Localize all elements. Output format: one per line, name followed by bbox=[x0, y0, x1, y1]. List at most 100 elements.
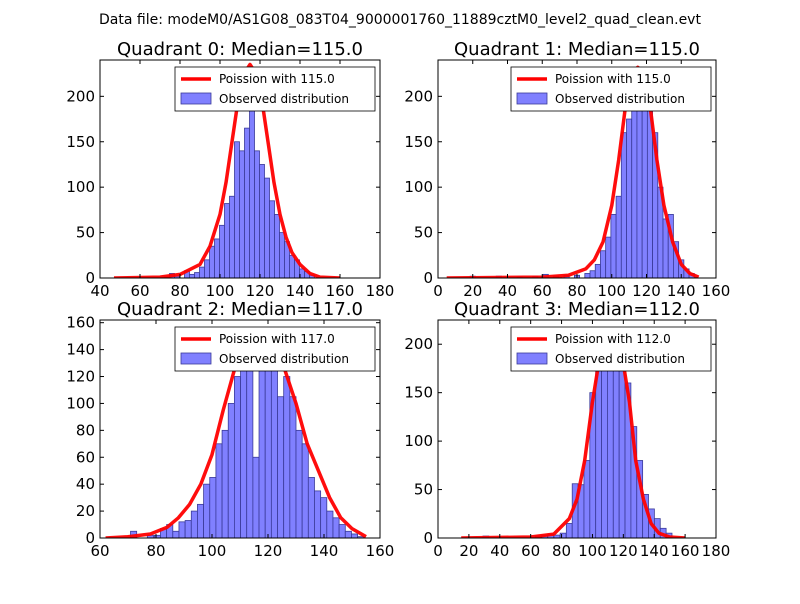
histogram-bar bbox=[199, 266, 205, 278]
y-tick-label: 140 bbox=[66, 341, 95, 359]
y-tick-label: 50 bbox=[76, 224, 95, 242]
x-tick-label: 180 bbox=[702, 542, 731, 560]
histogram-bar bbox=[277, 396, 285, 538]
x-tick-label: 20 bbox=[459, 542, 478, 560]
y-tick-label: 20 bbox=[76, 502, 95, 520]
y-tick-label: 100 bbox=[404, 432, 433, 450]
y-tick-label: 100 bbox=[66, 178, 95, 196]
histogram-bar bbox=[264, 177, 270, 278]
histogram-bar bbox=[215, 443, 223, 538]
y-tick-label: 200 bbox=[404, 335, 433, 353]
y-tick-label: 200 bbox=[66, 87, 95, 105]
histogram-bar bbox=[244, 127, 250, 278]
histogram-bar bbox=[229, 195, 235, 278]
y-tick-label: 120 bbox=[66, 368, 95, 386]
quadrant-3-chart: 0 20 40 60 80 100 120 140 160 180050100150200Quad… bbox=[404, 299, 730, 560]
x-tick-label: 0 bbox=[433, 542, 443, 560]
histogram-bar bbox=[584, 273, 591, 278]
y-tick-label: 0 bbox=[85, 269, 95, 287]
y-tick-label: 150 bbox=[404, 133, 433, 151]
histogram-bar bbox=[283, 376, 291, 538]
x-tick-label: 120 bbox=[254, 542, 283, 560]
y-tick-label: 0 bbox=[85, 529, 95, 547]
y-tick-label: 50 bbox=[414, 224, 433, 242]
x-tick-label: 120 bbox=[246, 282, 275, 300]
quadrant-1-chart: 0 20 40 60 80 100 120 140 160 0 50 100 150 200 Quadran… bbox=[404, 39, 730, 300]
histogram-bar bbox=[258, 342, 266, 538]
y-tick-label: 0 bbox=[423, 269, 433, 287]
y-tick-label: 150 bbox=[66, 133, 95, 151]
x-tick-label: 60 bbox=[521, 542, 540, 560]
legend-bar-label: Observed distribution bbox=[219, 92, 349, 106]
histogram-bar bbox=[233, 376, 241, 538]
quadrant-0-chart: 40 60 80 100 120 140 160 180 0 50 100 150 200 Quadran… bbox=[66, 39, 394, 300]
x-tick-label: 100 bbox=[597, 282, 626, 300]
histogram-bar bbox=[239, 150, 245, 278]
histogram-bar bbox=[610, 214, 617, 278]
legend-line-label: Poission with 115.0 bbox=[219, 72, 335, 86]
figure-title: Data file: modeM0/AS1G08_083T04_90000017… bbox=[99, 12, 701, 28]
histogram-bar bbox=[605, 236, 612, 278]
histogram-bar bbox=[295, 429, 303, 538]
x-tick-label: 160 bbox=[702, 282, 731, 300]
histogram-bar bbox=[301, 443, 309, 538]
histogram-bar bbox=[594, 263, 601, 278]
x-tick-label: 140 bbox=[286, 282, 315, 300]
x-tick-label: 160 bbox=[366, 542, 395, 560]
histogram-bar bbox=[189, 273, 195, 278]
x-tick-label: 40 bbox=[498, 282, 517, 300]
histogram-bar bbox=[351, 533, 359, 538]
legend: Poission with 115.0 Observed distribution bbox=[510, 66, 712, 112]
histogram-bar bbox=[252, 456, 260, 538]
x-tick-label: 40 bbox=[90, 282, 109, 300]
histogram-bar bbox=[178, 521, 186, 538]
histogram-bar bbox=[589, 270, 596, 278]
histogram-bar bbox=[240, 349, 248, 538]
legend-bar-swatch bbox=[180, 92, 212, 105]
legend-line-label: Poission with 115.0 bbox=[555, 72, 671, 86]
histogram-bar bbox=[194, 272, 200, 278]
y-tick-label: 200 bbox=[404, 87, 433, 105]
histogram-bar bbox=[227, 403, 235, 538]
histogram-bar bbox=[184, 520, 192, 538]
histogram-bar bbox=[583, 460, 591, 538]
subplot-title: Quadrant 0: Median=115.0 bbox=[117, 39, 363, 60]
subplot-title: Quadrant 3: Median=112.0 bbox=[454, 299, 700, 320]
x-tick-label: 160 bbox=[326, 282, 355, 300]
x-tick-label: 100 bbox=[578, 542, 607, 560]
histogram-bar bbox=[620, 132, 627, 278]
histogram-bar bbox=[332, 517, 340, 538]
y-tick-label: 150 bbox=[404, 384, 433, 402]
x-tick-label: 120 bbox=[609, 542, 638, 560]
histogram-bar bbox=[190, 510, 198, 538]
histogram-bar bbox=[289, 254, 295, 278]
quadrant-2-chart: 60 80 100 120 140 160 0 20 40 60 80 100 120 140 160 Qua… bbox=[66, 299, 394, 560]
histogram-bar bbox=[224, 203, 230, 278]
legend-bar-swatch bbox=[180, 352, 212, 365]
x-tick-label: 80 bbox=[170, 282, 189, 300]
legend-bar-label: Observed distribution bbox=[555, 92, 685, 106]
histogram-bar bbox=[618, 353, 626, 538]
x-tick-label: 180 bbox=[366, 282, 395, 300]
x-tick-label: 40 bbox=[490, 542, 509, 560]
x-tick-label: 20 bbox=[463, 282, 482, 300]
histogram-bar bbox=[607, 363, 614, 538]
y-tick-label: 40 bbox=[76, 475, 95, 493]
histogram-bar bbox=[204, 259, 210, 278]
x-tick-label: 60 bbox=[533, 282, 552, 300]
histogram-bar bbox=[326, 510, 334, 538]
histogram-bar bbox=[269, 200, 275, 278]
histogram-bar bbox=[274, 214, 280, 278]
histogram-bar bbox=[320, 497, 328, 538]
histogram-bar bbox=[214, 238, 220, 278]
subplot-title: Quadrant 1: Median=115.0 bbox=[454, 39, 700, 60]
x-tick-label: 0 bbox=[433, 282, 443, 300]
plot-frame bbox=[437, 319, 717, 539]
histogram-bar bbox=[662, 218, 669, 278]
x-tick-label: 60 bbox=[90, 542, 109, 560]
legend: Poission with 115.0 Observed distribution bbox=[174, 66, 376, 112]
histogram-bar bbox=[601, 343, 608, 538]
histogram-bar bbox=[259, 164, 265, 278]
